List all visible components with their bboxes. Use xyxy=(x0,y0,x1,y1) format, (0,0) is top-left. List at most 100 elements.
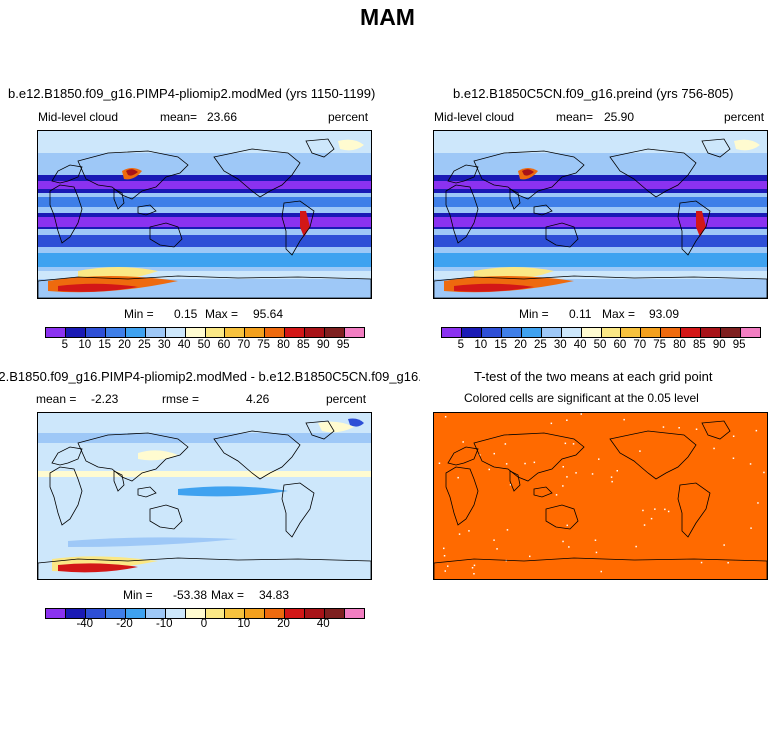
colorbar-swatch xyxy=(125,328,146,337)
colorbar-swatch xyxy=(245,609,266,618)
non-significant-cell xyxy=(643,524,646,526)
top-right-variable-label: Mid-level cloud xyxy=(434,110,515,124)
colorbar-tick-label: -20 xyxy=(116,618,133,630)
colorbar-tick-label: 10 xyxy=(474,339,488,351)
top-right-mean-value: 25.90 xyxy=(604,110,635,124)
bottom-left-rmse-label: rmse = xyxy=(162,392,200,406)
non-significant-cell xyxy=(562,485,564,487)
non-significant-cell xyxy=(623,418,625,421)
tibetan-plateau-core xyxy=(126,169,138,176)
coastline-3 xyxy=(509,470,521,492)
bottom-left-max-value: 34.83 xyxy=(259,588,290,602)
colorbar-tick-label: 50 xyxy=(197,339,211,351)
non-significant-cell xyxy=(566,524,568,527)
non-significant-cell xyxy=(550,422,553,425)
colorbar-tick-label: 75 xyxy=(257,339,271,351)
bottom-left-map-svg xyxy=(38,413,371,579)
non-significant-cell xyxy=(611,480,613,483)
bottom-left-mean-value: -2.23 xyxy=(91,392,119,406)
top-right-min-label: Min = xyxy=(519,307,549,321)
coastline-0 xyxy=(49,184,83,244)
coastline-8 xyxy=(677,200,711,256)
arctic-light-cell xyxy=(338,139,364,151)
colorbar-swatch xyxy=(601,328,622,337)
top-left-colorbar xyxy=(45,327,365,338)
non-significant-cell xyxy=(600,570,602,573)
coastlines xyxy=(434,420,767,579)
non-significant-cell xyxy=(700,561,703,564)
non-significant-cell xyxy=(678,427,680,429)
non-significant-cell xyxy=(496,548,498,550)
non-significant-cell xyxy=(695,428,698,430)
colorbar-tick-label: 40 xyxy=(573,339,587,351)
top-left-min-label: Min = xyxy=(124,307,154,321)
non-significant-cell xyxy=(662,426,665,428)
non-significant-cell xyxy=(566,476,568,478)
top-left-mean-value: 23.66 xyxy=(207,110,238,124)
colorbar-swatch xyxy=(85,609,106,618)
coastline-7 xyxy=(701,420,731,440)
colorbar-swatch xyxy=(205,328,226,337)
colorbar-tick-label: 70 xyxy=(237,339,251,351)
colorbar-swatch xyxy=(641,328,662,337)
top-left-cloud-map xyxy=(37,130,372,299)
colorbar-tick-label: 50 xyxy=(593,339,607,351)
top-right-panel-title: b.e12.B1850C5CN.f09_g16.preind (yrs 756-… xyxy=(453,86,734,101)
colorbar-tick-label: 90 xyxy=(712,339,726,351)
colorbar-tick-label: 85 xyxy=(296,339,310,351)
top-right-map-svg xyxy=(434,131,767,298)
non-significant-cell xyxy=(524,462,526,465)
non-significant-cell xyxy=(506,529,509,531)
coastline-7 xyxy=(305,138,335,158)
non-significant-cell xyxy=(444,570,446,572)
antarctic-high-red xyxy=(58,283,138,292)
bottom-left-rmse-value: 4.26 xyxy=(246,392,270,406)
non-significant-cell xyxy=(616,470,618,472)
non-significant-cell xyxy=(566,419,568,421)
coastline-0 xyxy=(445,466,479,526)
arctic-band xyxy=(434,131,767,153)
coastline-2 xyxy=(473,432,585,482)
subtropical-core-north xyxy=(434,181,767,189)
non-significant-cell xyxy=(562,466,564,468)
colorbar-tick-label: 60 xyxy=(217,339,231,351)
coastline-4 xyxy=(137,204,157,216)
non-significant-cell xyxy=(533,461,536,464)
southern-negative xyxy=(68,537,238,547)
colorbar-tick-label: 95 xyxy=(732,339,746,351)
non-significant-cell xyxy=(471,567,474,569)
colorbar-swatch xyxy=(245,328,266,337)
colorbar-tick-label: 95 xyxy=(336,339,350,351)
colorbar-swatch xyxy=(185,609,206,618)
coastline-6 xyxy=(213,430,301,480)
top-right-units: percent xyxy=(724,110,765,124)
top-left-max-label: Max = xyxy=(205,307,239,321)
tibetan-plateau-core xyxy=(522,169,534,176)
colorbar-tick-label: 90 xyxy=(316,339,330,351)
top-right-cloud-map xyxy=(433,130,768,299)
top-left-min-value: 0.15 xyxy=(174,307,198,321)
bottom-left-difference-map xyxy=(37,412,372,580)
non-significant-cell xyxy=(732,457,735,459)
equatorial-band xyxy=(38,197,371,207)
coastline-1 xyxy=(51,446,83,466)
non-significant-cell xyxy=(580,413,582,415)
non-significant-cell xyxy=(755,429,758,432)
colorbar-swatch xyxy=(165,609,186,618)
non-significant-cell xyxy=(493,452,495,455)
equatorial-negative xyxy=(178,486,288,497)
top-left-variable-label: Mid-level cloud xyxy=(38,110,119,124)
coastlines xyxy=(38,420,371,579)
non-significant-cell xyxy=(443,555,446,557)
colorbar-swatch xyxy=(461,328,482,337)
non-significant-cell xyxy=(457,476,459,479)
bottom-left-colorbar xyxy=(45,608,365,619)
colorbar-swatch xyxy=(285,328,306,337)
coastlines xyxy=(434,138,767,298)
coastline-0 xyxy=(49,466,83,526)
colorbar-swatch xyxy=(325,328,346,337)
non-significant-cell xyxy=(598,458,600,460)
antarctic-margin xyxy=(38,271,371,279)
colorbar-tick-label: 10 xyxy=(78,339,92,351)
colorbar-swatch xyxy=(285,609,306,618)
